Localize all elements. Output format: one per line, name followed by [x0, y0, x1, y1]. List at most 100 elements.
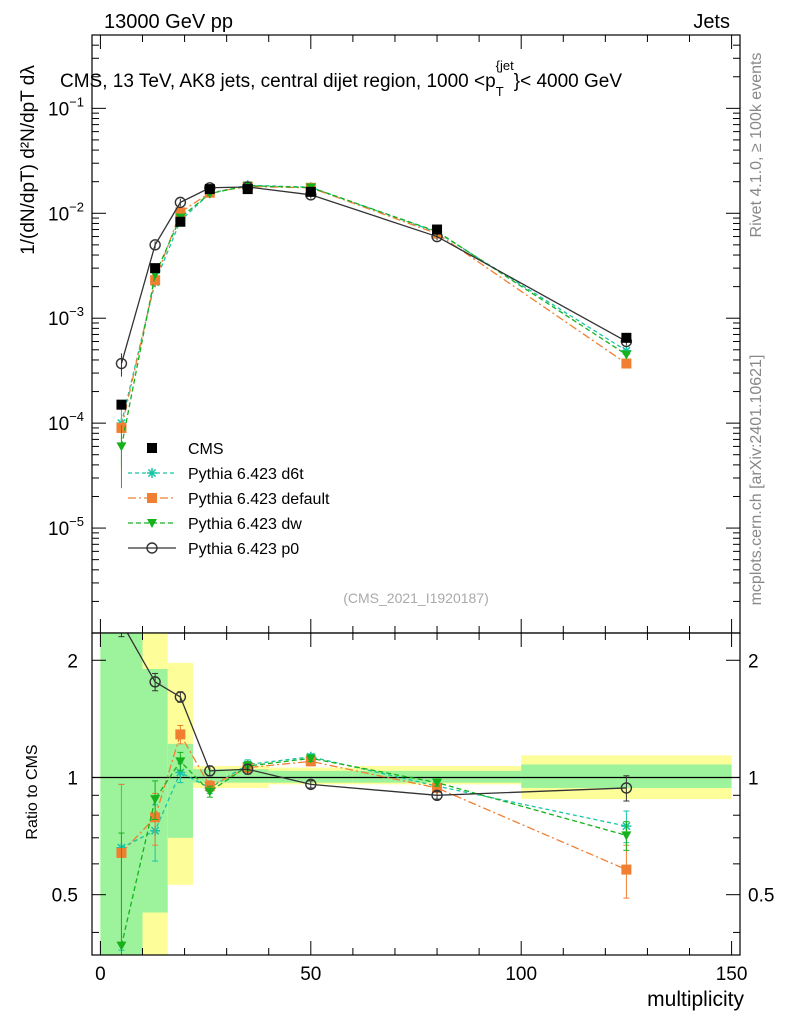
series-line [120, 185, 627, 447]
ratio-panel: 0.5 0.5 1 1 2 2 0 50 100 150 [52, 618, 774, 985]
ratio-point [175, 757, 186, 767]
data-point [175, 207, 186, 218]
rivet-label: Rivet 4.1.0, ≥ 100k events [748, 53, 765, 238]
y-tick-exponent: −5 [69, 514, 84, 529]
ratio-point [621, 831, 632, 841]
ratio-point [621, 864, 632, 875]
energy-label: 13000 GeV pp [104, 11, 233, 33]
ratio-point [174, 691, 187, 703]
ratio-y-tick-label-left: 2 [67, 651, 78, 672]
ratio-point [620, 782, 633, 794]
uncertainty-band-inner [268, 770, 353, 783]
ratio-series-2 [116, 751, 632, 955]
title-sup: {jet [496, 58, 514, 73]
legend-marker [147, 468, 157, 478]
ratio-line [120, 732, 627, 871]
ratio-point [432, 778, 443, 788]
y-tick-exponent: −4 [69, 409, 84, 424]
data-point [621, 358, 632, 369]
x-tick-label: 0 [95, 964, 106, 985]
legend-marker [147, 443, 157, 453]
x-tick-label: 50 [300, 964, 321, 985]
ratio-y-tick-label-right: 0.5 [748, 886, 774, 907]
y-tick-mantissa: 10 [48, 414, 69, 435]
data-point [174, 196, 187, 209]
y-tick-mantissa: 10 [48, 204, 69, 225]
series-line [120, 185, 627, 429]
ratio-frame [91, 632, 741, 956]
ratio-point [116, 618, 126, 628]
x-tick-label: 150 [716, 964, 748, 985]
legend-marker [147, 493, 157, 503]
ratio-y-tick-label-right: 2 [748, 651, 759, 672]
legend-entry: Pythia 6.423 default [128, 491, 330, 508]
ratio-point [116, 941, 127, 951]
data-point [116, 442, 127, 452]
cms-point [175, 216, 186, 227]
x-tick-label: 100 [505, 964, 537, 985]
series-line [120, 186, 627, 364]
title-sub: T [496, 84, 504, 99]
ratio-y-tick-label-left: 1 [67, 768, 78, 789]
y-tick-label: 10−3 [48, 304, 84, 330]
legend-label: Pythia 6.423 d6t [188, 466, 304, 483]
cms-point [621, 332, 632, 343]
y-tick-exponent: −2 [69, 199, 84, 214]
y-tick-label: 10−5 [48, 514, 84, 540]
y-tick-exponent: −1 [69, 94, 84, 109]
ratio-point [305, 778, 317, 791]
cms-point [305, 186, 316, 197]
ratio-point [432, 782, 443, 793]
chart-title: CMS, 13 TeV, AK8 jets, central dijet reg… [60, 58, 622, 99]
data-point [621, 350, 632, 360]
ratio-point [149, 676, 161, 688]
cms-point [204, 184, 215, 195]
legend-label: Pythia 6.423 p0 [188, 541, 299, 558]
legend: CMS Pythia 6.423 d6t Pythia 6.423 default P… [128, 441, 330, 558]
series-line [120, 184, 627, 424]
legend-label: CMS [188, 441, 224, 458]
y-tick-label: 10−2 [48, 199, 84, 225]
title-tail: }< 4000 GeV [514, 71, 623, 92]
process-label: Jets [693, 11, 730, 33]
ratio-point [305, 754, 316, 764]
data-point [149, 239, 161, 251]
data-point [115, 357, 128, 370]
ratio-line [120, 757, 627, 946]
y-tick-mantissa: 10 [48, 99, 69, 120]
y-tick-exponent: −3 [69, 304, 84, 319]
legend-entry: Pythia 6.423 d6t [128, 466, 304, 483]
ratio-point [204, 787, 215, 797]
uncertainty-band-inner [352, 770, 522, 783]
ratio-line [121, 756, 627, 849]
ratio-point [175, 767, 186, 778]
legend-marker [147, 519, 157, 528]
ratio-point [431, 789, 443, 801]
cms-data [116, 184, 632, 410]
y-tick-mantissa: 10 [48, 309, 69, 330]
ratio-y-axis-label: Ratio to CMS [24, 744, 41, 839]
y-tick-label: 10−1 [48, 94, 84, 120]
analysis-id: (CMS_2021_I1920187) [343, 590, 489, 606]
mcplots-label: mcplots.cern.ch [arXiv:2401.10621] [748, 355, 765, 606]
ratio-point [204, 765, 216, 777]
ratio-y-tick-label-right: 1 [748, 768, 759, 789]
y-axis-label: 1/(dN/dpT) d²N/dpT dλ [18, 65, 39, 255]
data-point [150, 275, 161, 286]
ratio-point [241, 763, 254, 775]
cms-point [116, 399, 127, 410]
x-axis-label: multiplicity [647, 988, 744, 1011]
y-tick-label: 10−4 [48, 409, 84, 435]
legend-entry: CMS [147, 441, 224, 458]
cms-point [150, 263, 161, 274]
cms-point [242, 184, 253, 195]
legend-label: Pythia 6.423 default [188, 491, 330, 508]
legend-marker [146, 542, 158, 554]
cms-point [432, 224, 443, 235]
series-1 [116, 181, 632, 470]
legend-entry: Pythia 6.423 p0 [128, 541, 299, 558]
ratio-y-tick-label-left: 0.5 [52, 886, 78, 907]
ratio-point [175, 729, 186, 740]
ratio-series-3 [116, 618, 633, 802]
